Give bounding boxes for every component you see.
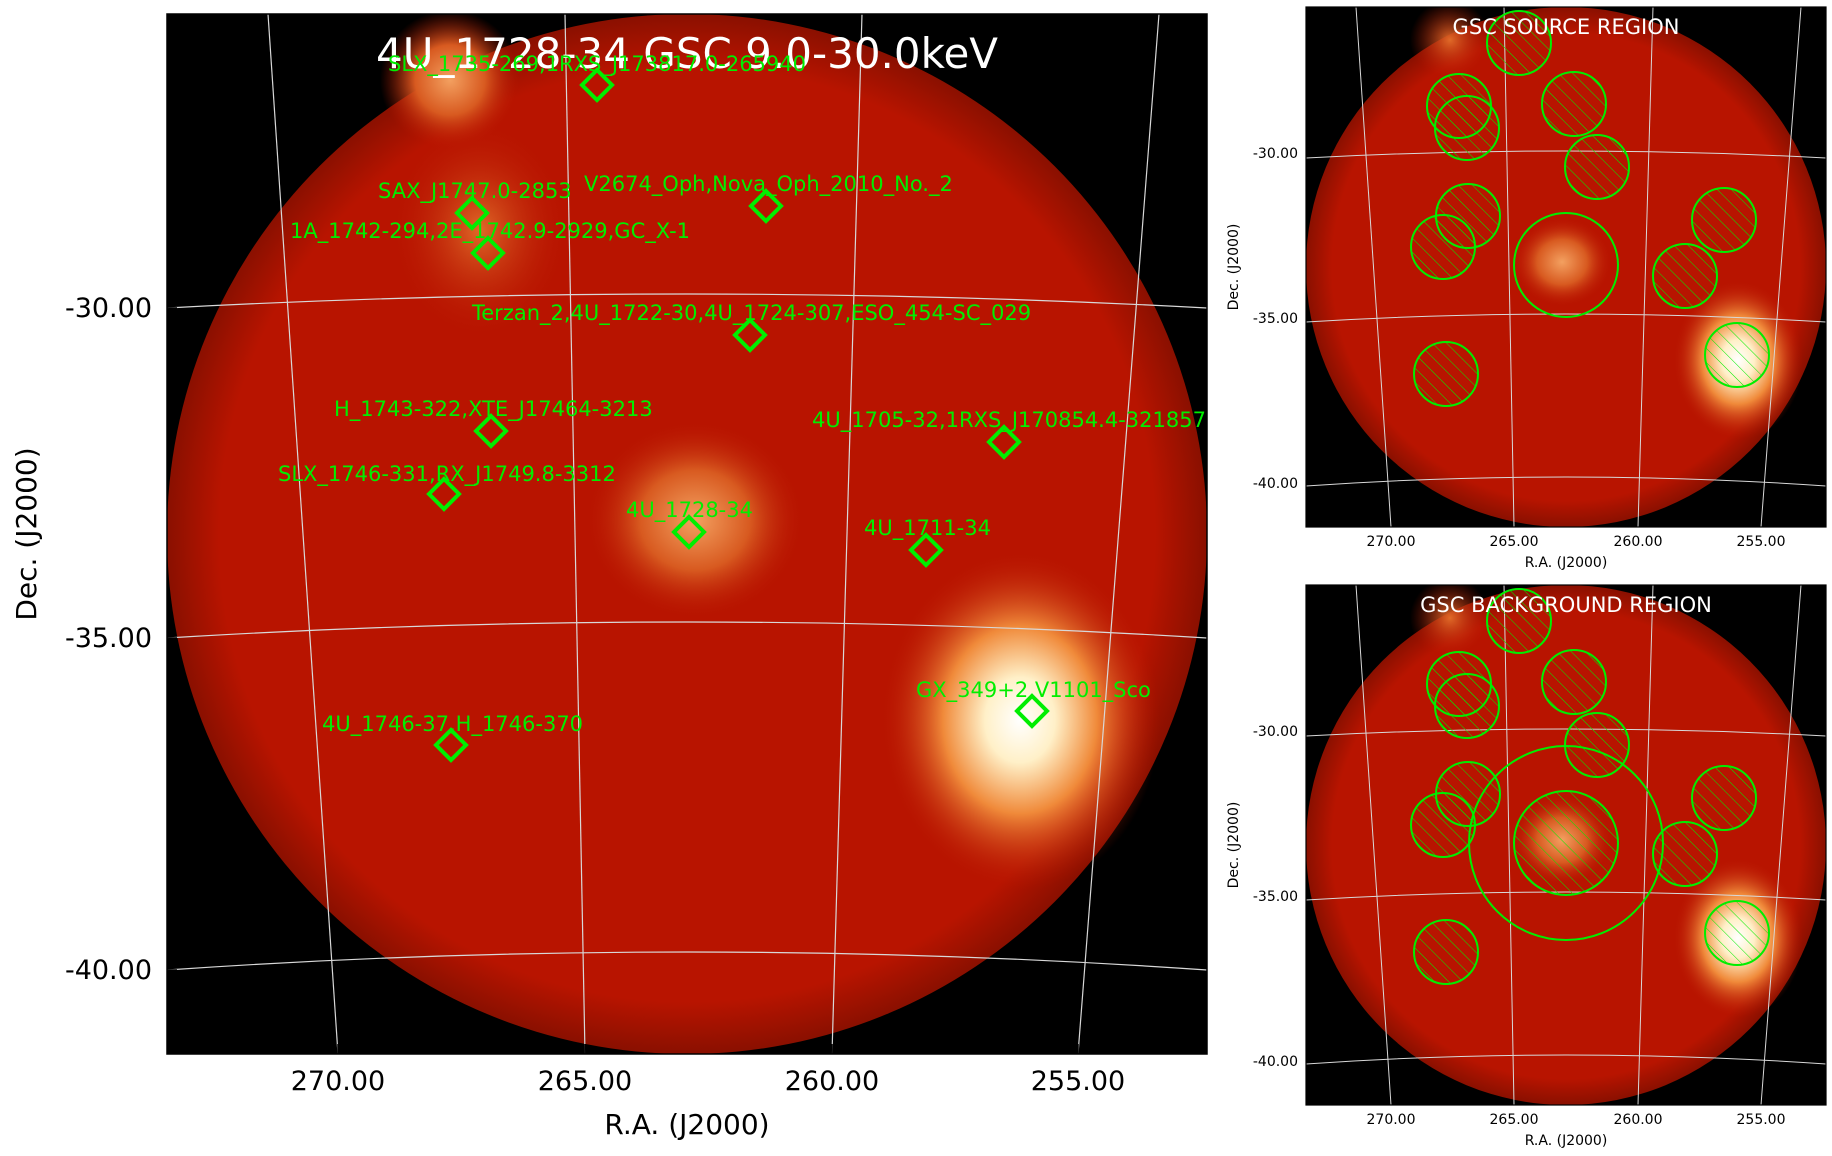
main-ytick-1: -35.00 xyxy=(65,623,152,654)
source-glow-top xyxy=(1410,7,1490,80)
main-glow-4u1728 xyxy=(585,420,805,620)
main-glow-slx1735 xyxy=(380,14,520,150)
source-ytick-0: -30.00 xyxy=(1253,146,1298,162)
source-label-1a1742: 1A_1742-294,2E_1742.9-2929,GC_X-1 xyxy=(290,219,690,244)
marker-4u1705 xyxy=(986,424,1022,460)
marker-terzan2 xyxy=(732,317,768,353)
background-glow-top xyxy=(1410,585,1490,658)
source-label-v2674: V2674_Oph,Nova_Oph_2010_No._2 xyxy=(584,172,953,197)
main-glow-gc xyxy=(390,120,570,340)
background-xtick-2: 260.00 xyxy=(1614,1112,1663,1128)
source-extraction-region xyxy=(1513,212,1619,318)
source-label-sax1747: SAX_J1747.0-2853 xyxy=(378,179,572,204)
source-label-gx349: GX_349+2,V1101_Sco xyxy=(916,678,1151,703)
source-label-4u1728: 4U_1728-34 xyxy=(626,498,753,523)
main-xtick-1: 265.00 xyxy=(538,1066,632,1097)
source-label-4u1711: 4U_1711-34 xyxy=(864,516,991,541)
background-excluded-regions xyxy=(1410,588,1770,985)
background-xtick-0: 270.00 xyxy=(1367,1112,1416,1128)
main-ytick-2: -40.00 xyxy=(65,955,152,986)
source-panel: GSC SOURCE REGION 270.00 265.00 260.00 2… xyxy=(1226,6,1827,571)
main-xtick-2: 260.00 xyxy=(785,1066,879,1097)
source-excluded-regions xyxy=(1410,10,1770,407)
main-frame-ticks xyxy=(167,307,1079,1054)
marker-h1743 xyxy=(473,413,509,449)
background-ylabel: Dec. (J2000) xyxy=(1226,802,1242,889)
main-glow-gx349 xyxy=(880,550,1160,890)
main-grid xyxy=(167,14,1207,1054)
source-ylabel: Dec. (J2000) xyxy=(1226,224,1242,311)
main-xtick-3: 255.00 xyxy=(1031,1066,1125,1097)
source-xtick-0: 270.00 xyxy=(1367,534,1416,550)
marker-sax1747 xyxy=(454,195,490,231)
marker-4u1711 xyxy=(908,532,944,568)
marker-v2674 xyxy=(748,188,784,224)
main-ylabel: Dec. (J2000) xyxy=(10,447,43,620)
source-ytick-2: -40.00 xyxy=(1253,476,1298,492)
source-xtick-3: 255.00 xyxy=(1737,534,1786,550)
source-xtick-1: 265.00 xyxy=(1490,534,1539,550)
main-frame xyxy=(166,13,1208,1055)
source-title: GSC SOURCE REGION xyxy=(1453,15,1680,39)
main-title: 4U_1728-34 GSC 9.0-30.0keV xyxy=(376,29,998,78)
marker-slx1735 xyxy=(579,67,615,103)
marker-4u1728 xyxy=(671,514,707,550)
source-grid xyxy=(1306,7,1826,527)
main-source-markers xyxy=(426,67,1050,763)
main-xlabel: R.A. (J2000) xyxy=(604,1108,769,1141)
source-label-4u1705: 4U_1705-32,1RXS_J170854.4-321857 xyxy=(812,408,1206,433)
source-glow-4u1728 xyxy=(1512,217,1612,307)
source-xtick-2: 260.00 xyxy=(1614,534,1663,550)
background-frame xyxy=(1305,584,1827,1106)
marker-4u1746 xyxy=(433,727,469,763)
marker-slx1746 xyxy=(426,476,462,512)
source-label-4u1746: 4U_1746-37,H_1746-370 xyxy=(322,712,583,737)
marker-1a1742 xyxy=(470,235,506,271)
marker-gx349 xyxy=(1014,693,1050,729)
main-ytick-0: -30.00 xyxy=(65,293,152,324)
main-panel: 4U_1728-34 GSC 9.0-30.0keV SLX_1735-269,… xyxy=(10,13,1208,1141)
source-label-slx1746: SLX_1746-331,RX_J1749.8-3312 xyxy=(278,462,616,487)
background-xtick-3: 255.00 xyxy=(1737,1112,1786,1128)
source-ytick-1: -35.00 xyxy=(1253,311,1298,327)
main-xtick-0: 270.00 xyxy=(291,1066,385,1097)
background-ytick-1: -35.00 xyxy=(1253,889,1298,905)
background-xlabel: R.A. (J2000) xyxy=(1525,1133,1608,1149)
background-xtick-1: 265.00 xyxy=(1490,1112,1539,1128)
source-frame xyxy=(1305,6,1827,528)
background-title: GSC BACKGROUND REGION xyxy=(1420,593,1712,617)
background-ytick-0: -30.00 xyxy=(1253,724,1298,740)
background-panel: GSC BACKGROUND REGION 270.00 265.00 260.… xyxy=(1226,584,1827,1149)
background-ytick-2: -40.00 xyxy=(1253,1054,1298,1070)
source-xlabel: R.A. (J2000) xyxy=(1525,555,1608,571)
source-label-terzan2: Terzan_2,4U_1722-30,4U_1724-307,ESO_454-… xyxy=(471,301,1031,326)
source-label-h1743: H_1743-322,XTE_J17464-3213 xyxy=(334,397,653,422)
source-label-slx1735: SLX_1735-269,1RXS_J173817.0-265940 xyxy=(388,52,806,77)
